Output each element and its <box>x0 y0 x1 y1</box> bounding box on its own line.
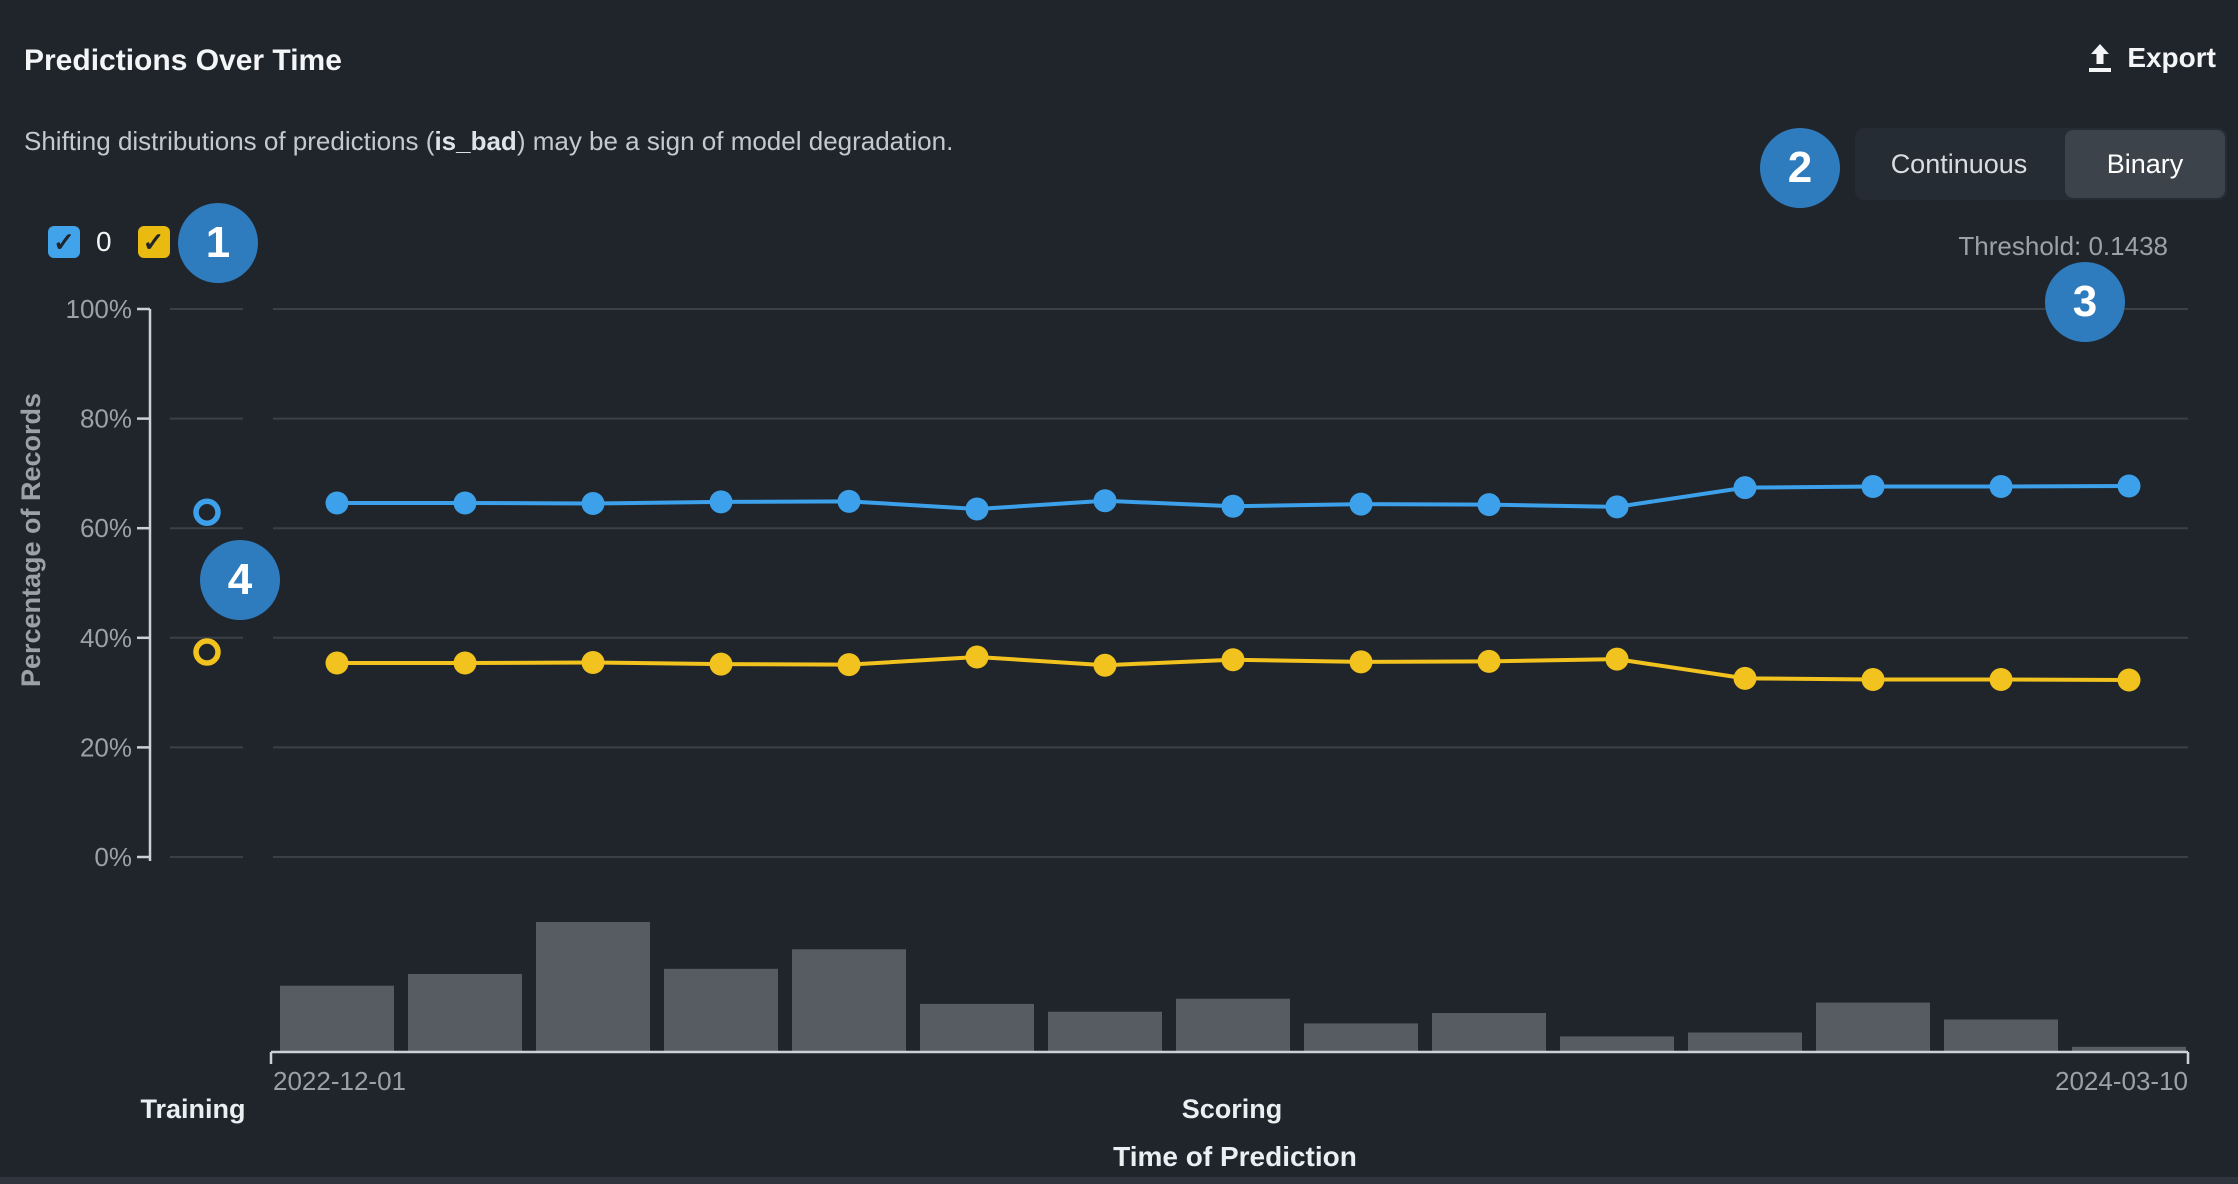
data-point-class-0[interactable] <box>709 490 733 514</box>
volume-bar <box>408 974 522 1052</box>
data-point-class-1[interactable] <box>1989 667 2013 691</box>
volume-bar <box>1176 998 1290 1052</box>
volume-bar <box>1304 1023 1418 1052</box>
data-point-class-1[interactable] <box>581 650 605 674</box>
volume-bar <box>1816 1002 1930 1052</box>
class-1-checkbox[interactable]: ✓ <box>137 226 170 258</box>
y-tick-label: 80% <box>80 404 132 434</box>
data-point-class-1[interactable] <box>2117 668 2141 692</box>
x-axis-title: Time of Prediction <box>1113 1141 1357 1172</box>
y-tick-label: 0% <box>94 842 132 872</box>
description-text: Shifting distributions of predictions ( <box>24 126 435 156</box>
volume-bar <box>1688 1032 1802 1052</box>
scoring-section-label: Scoring <box>1182 1094 1283 1124</box>
data-point-class-0[interactable] <box>2117 474 2141 498</box>
x-start-date-label: 2022-12-01 <box>273 1066 406 1096</box>
training-point-class-0[interactable] <box>193 498 221 527</box>
toggle-option-continuous[interactable]: Continuous <box>1890 148 2028 179</box>
annotation-badge-4: 4 <box>200 540 280 620</box>
class-legend: ✓ 0 ✓ 1 <box>48 226 227 258</box>
data-point-class-0[interactable] <box>453 491 477 515</box>
toggle-option-binary[interactable]: Binary <box>2065 130 2225 198</box>
description-text-cont: ) may be a sign of model degradation. <box>516 126 954 156</box>
checkmark-icon: ✓ <box>142 227 165 257</box>
data-point-class-0[interactable] <box>1477 493 1501 517</box>
volume-bar <box>920 1003 1034 1052</box>
annotation-badge-2: 2 <box>1760 128 1840 208</box>
y-tick-label: 40% <box>80 623 132 653</box>
threshold-value: Threshold: 0.1438 <box>1958 231 2168 261</box>
annotation-badge-1: 1 <box>178 203 258 283</box>
prediction-type-toggle: Continuous Binary <box>1855 128 2227 200</box>
chart-description: Shifting distributions of predictions (i… <box>24 126 953 157</box>
data-point-class-0[interactable] <box>837 489 861 513</box>
volume-bar <box>280 985 394 1052</box>
data-point-class-0[interactable] <box>1349 492 1373 516</box>
volume-bar <box>1944 1019 2058 1052</box>
data-point-class-1[interactable] <box>1733 666 1757 690</box>
export-button[interactable]: Export <box>2085 42 2216 74</box>
y-tick-label: 100% <box>66 294 133 324</box>
x-end-date-label: 2024-03-10 <box>2055 1066 2188 1096</box>
volume-bar <box>1432 1013 1546 1052</box>
data-point-class-0[interactable] <box>1861 475 1885 499</box>
volume-bar <box>1560 1036 1674 1052</box>
volume-bar <box>1048 1011 1162 1052</box>
data-point-class-1[interactable] <box>325 651 349 675</box>
card-bottom-edge <box>0 1177 2238 1184</box>
training-section-label: Training <box>140 1094 245 1124</box>
data-point-class-1[interactable] <box>1093 653 1117 677</box>
volume-bar <box>2072 1046 2186 1052</box>
y-axis-title: Percentage of Records <box>16 393 46 687</box>
volume-bar <box>664 968 778 1052</box>
export-label: Export <box>2127 42 2216 73</box>
data-point-class-1[interactable] <box>709 652 733 676</box>
data-point-class-0[interactable] <box>325 491 349 515</box>
data-point-class-1[interactable] <box>1605 647 1629 671</box>
data-point-class-0[interactable] <box>1989 475 2013 499</box>
data-point-class-1[interactable] <box>1349 650 1373 674</box>
data-point-class-0[interactable] <box>1733 476 1757 500</box>
data-point-class-1[interactable] <box>837 653 861 677</box>
class-0-label: 0 <box>96 226 112 257</box>
training-point-class-1[interactable] <box>193 638 221 666</box>
data-point-class-0[interactable] <box>581 492 605 516</box>
data-point-class-1[interactable] <box>1221 648 1245 672</box>
data-point-class-1[interactable] <box>453 651 477 675</box>
data-point-class-0[interactable] <box>1605 495 1629 519</box>
annotation-badge-3: 3 <box>2045 262 2125 342</box>
volume-bar <box>536 922 650 1052</box>
y-tick-label: 60% <box>80 513 132 543</box>
feature-name: is_bad <box>434 126 517 156</box>
checkmark-icon: ✓ <box>53 227 75 257</box>
data-point-class-1[interactable] <box>1477 649 1501 673</box>
data-point-class-1[interactable] <box>965 645 989 669</box>
upload-arrow-icon <box>2085 42 2115 74</box>
data-point-class-1[interactable] <box>1861 667 1885 691</box>
volume-bar <box>792 949 906 1052</box>
class-0-checkbox[interactable]: ✓ <box>48 226 80 258</box>
y-tick-label: 20% <box>80 732 132 762</box>
data-point-class-0[interactable] <box>965 497 989 521</box>
data-point-class-0[interactable] <box>1093 489 1117 513</box>
page-title: Predictions Over Time <box>24 44 342 77</box>
data-point-class-0[interactable] <box>1221 494 1245 518</box>
